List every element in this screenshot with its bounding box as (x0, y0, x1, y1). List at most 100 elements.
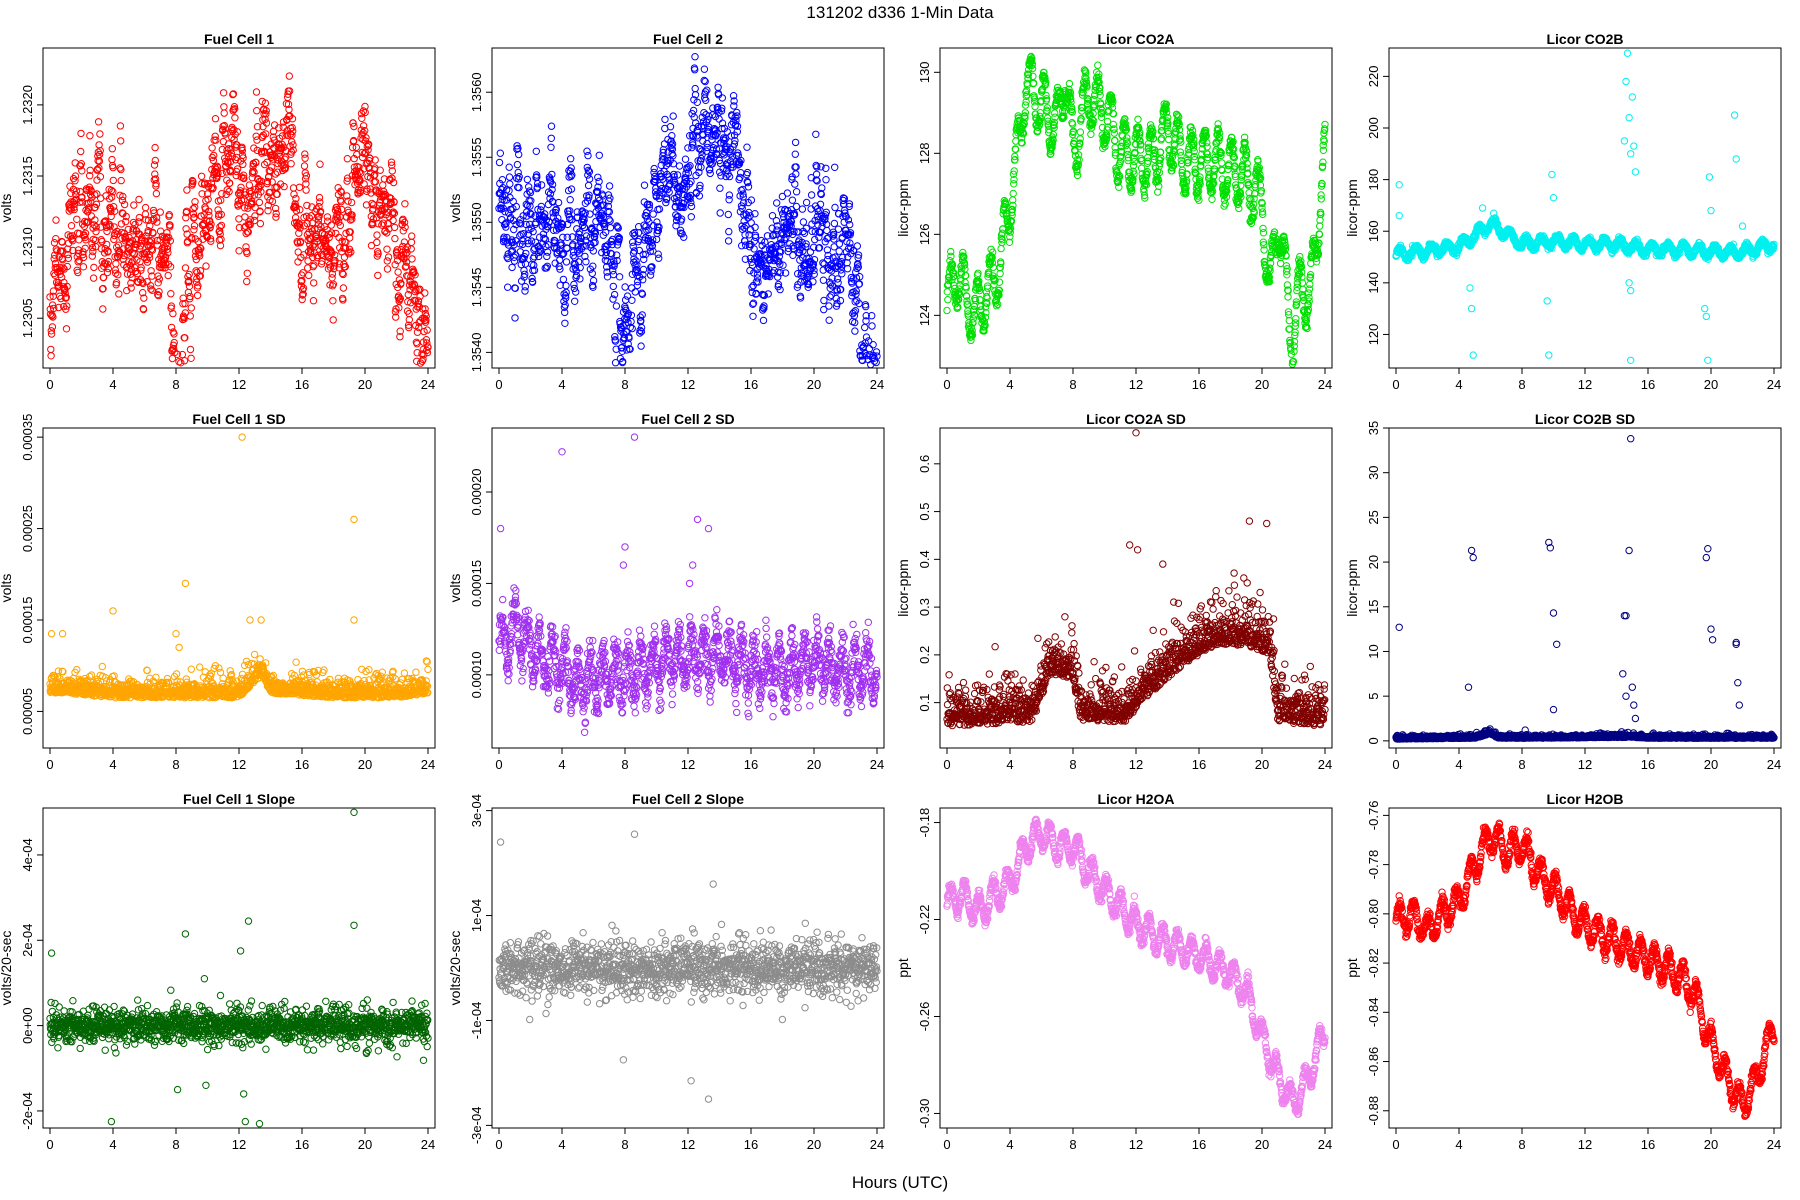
y-tick-label: 128 (917, 142, 932, 164)
data-point (63, 282, 71, 291)
data-point (88, 243, 97, 252)
x-tick-label: 24 (870, 377, 884, 392)
data-point (189, 210, 198, 218)
data-point (88, 252, 97, 260)
data-point (229, 90, 238, 98)
data-point (543, 248, 552, 256)
data-point (154, 279, 162, 287)
data-point (163, 229, 171, 237)
data-point (251, 203, 259, 212)
data-point (788, 196, 797, 204)
figure-xlabel: Hours (UTC) (852, 1173, 948, 1192)
data-point (236, 187, 245, 195)
data-point (152, 182, 160, 190)
data-point (64, 250, 72, 259)
data-point (505, 163, 513, 171)
data-point (238, 146, 247, 155)
x-tick-label: 16 (744, 377, 758, 392)
data-point (151, 175, 160, 183)
y-tick-label: 140 (1366, 272, 1381, 294)
data-point (113, 227, 121, 236)
data-point (851, 327, 859, 335)
data-point (209, 156, 218, 165)
data-point (147, 285, 155, 293)
data-point (108, 193, 116, 201)
data-point (181, 299, 189, 308)
data-point (112, 279, 121, 287)
data-point (1087, 130, 1095, 139)
data-point (95, 141, 103, 149)
data-point (165, 211, 174, 219)
data-point (703, 86, 711, 94)
data-point (631, 288, 639, 296)
data-point (50, 255, 58, 263)
data-point (148, 237, 156, 245)
data-point (67, 222, 76, 230)
x-tick-label: 0 (495, 377, 502, 392)
data-point (186, 292, 194, 301)
data-point (584, 181, 593, 190)
data-point (257, 188, 265, 196)
data-point (212, 136, 220, 144)
data-point (227, 145, 235, 154)
data-point (49, 287, 58, 295)
series-points (495, 53, 881, 369)
data-point (240, 174, 248, 183)
data-point (233, 165, 242, 173)
data-point (96, 173, 105, 181)
y-axis-label: licor-ppm (895, 179, 911, 237)
data-point (1306, 280, 1314, 289)
data-point (207, 220, 215, 229)
data-point (93, 165, 102, 173)
data-point (226, 179, 234, 187)
data-point (216, 230, 224, 238)
data-point (164, 248, 172, 257)
data-point (120, 200, 129, 209)
data-point (716, 209, 724, 217)
data-point (390, 223, 399, 232)
data-point (1317, 195, 1326, 203)
data-point (249, 167, 257, 176)
data-point (151, 156, 160, 165)
data-point (237, 183, 245, 192)
data-point (166, 263, 175, 271)
data-point (181, 334, 189, 342)
data-point (92, 227, 100, 236)
data-point (246, 216, 255, 224)
x-tick-label: 24 (421, 377, 435, 392)
data-point (50, 239, 59, 247)
data-point (1218, 159, 1226, 167)
data-point (661, 115, 669, 124)
data-point (637, 342, 645, 350)
data-point (73, 215, 81, 224)
data-point (251, 212, 259, 220)
data-point (255, 198, 264, 207)
y-tick-label: 200 (1366, 117, 1381, 139)
data-point (523, 175, 532, 184)
x-tick-label: 12 (1578, 377, 1592, 392)
data-point (250, 168, 258, 176)
data-point (104, 257, 113, 266)
data-point (1031, 102, 1039, 111)
data-point (1076, 128, 1085, 136)
data-point (586, 210, 594, 218)
data-point (655, 254, 663, 262)
data-point (112, 269, 120, 277)
data-point (153, 218, 161, 226)
y-tick-label: 120 (1366, 324, 1381, 346)
data-point (186, 345, 195, 354)
data-point (1134, 115, 1142, 124)
data-point (77, 160, 86, 168)
data-point (962, 271, 970, 280)
data-point (146, 222, 154, 230)
data-point (324, 217, 332, 225)
data-point (681, 155, 690, 163)
data-point (253, 107, 261, 115)
data-point (207, 237, 215, 245)
data-point (180, 357, 189, 365)
data-point (188, 233, 196, 242)
data-point (59, 247, 67, 255)
data-point (352, 143, 360, 152)
data-point (514, 168, 522, 177)
